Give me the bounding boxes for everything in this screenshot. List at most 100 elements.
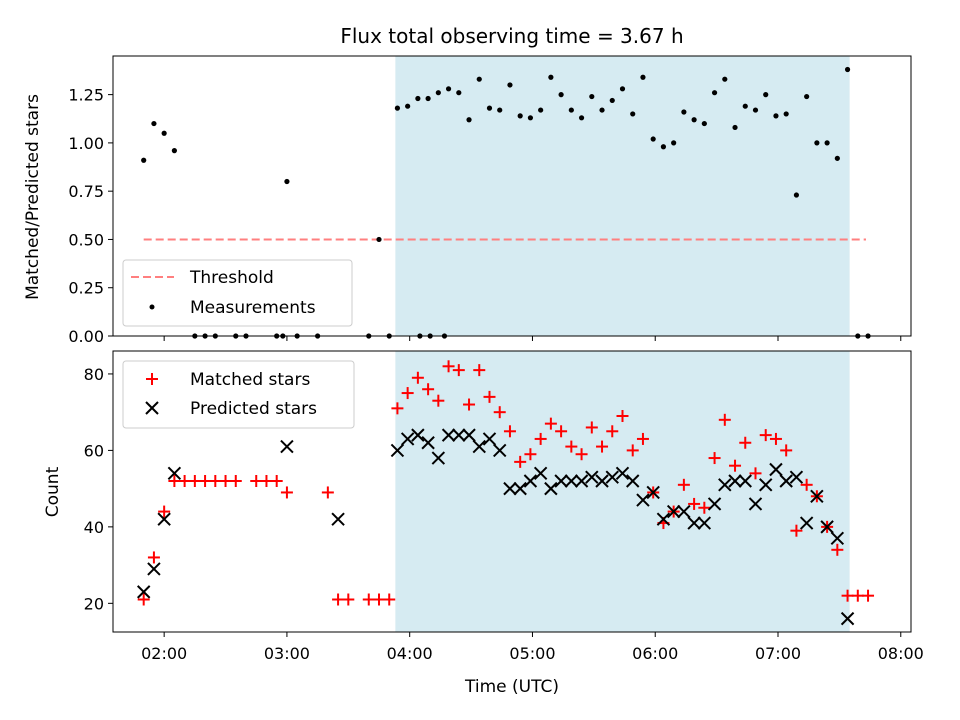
matched-star-point	[698, 501, 711, 514]
predicted-star-point	[544, 481, 558, 496]
matched-star-point	[708, 452, 721, 465]
measurement-point	[486, 105, 493, 111]
predicted-star-point	[167, 466, 182, 481]
measurement-point	[376, 236, 382, 243]
predicted-star-point	[666, 504, 681, 519]
predicted-star-point	[636, 493, 650, 507]
measurement-point	[466, 117, 472, 123]
bottom-y-ticks: 20 40 60 80	[84, 365, 113, 613]
predicted-star-point	[431, 451, 446, 465]
top-y-tick-label: 0.50	[68, 230, 104, 249]
x-axis-label: Time (UTC)	[464, 677, 559, 697]
x-tick-label: 02:00	[141, 644, 187, 663]
predicted-legend-marker	[145, 401, 159, 415]
bottom-y-tick-label: 20	[84, 594, 104, 613]
measurement-point	[671, 140, 677, 146]
measurement-point	[599, 107, 605, 113]
bottom-y-tick-label: 80	[84, 365, 104, 384]
measurement-point	[752, 107, 759, 113]
matched-star-point	[514, 455, 527, 468]
measurement-point	[681, 109, 687, 115]
matched-star-point	[391, 402, 404, 415]
threshold-legend-label: Threshold	[189, 268, 274, 288]
matched-star-point	[158, 505, 171, 518]
matched-star-point	[534, 432, 547, 445]
measurement-point	[171, 148, 177, 154]
measurement-point	[650, 136, 656, 142]
top-y-axis-label: Matched/Predicted stars	[23, 94, 43, 300]
matched-star-point	[841, 589, 854, 602]
matched-star-point	[636, 432, 649, 445]
measurement-point	[640, 74, 646, 80]
measurement-point	[568, 107, 574, 113]
measurement-point	[783, 111, 789, 117]
predicted-star-point	[482, 432, 497, 446]
matched-star-point	[270, 474, 283, 487]
predicted-star-point	[728, 474, 742, 488]
matched-star-point	[260, 474, 273, 487]
measurement-point	[609, 97, 615, 104]
matched-star-point	[483, 390, 496, 403]
matched-star-point	[280, 486, 293, 499]
predicted-star-point	[400, 432, 415, 446]
measurement-point	[497, 107, 503, 113]
matched-star-point	[565, 440, 578, 453]
x-tick-label: 07:00	[755, 644, 801, 663]
matched-legend-label: Matched stars	[190, 370, 310, 390]
x-tick-label: 05:00	[509, 644, 555, 663]
matched-star-point	[862, 589, 875, 602]
matched-star-point	[147, 551, 160, 564]
matched-star-point	[219, 474, 232, 487]
top-y-tick-label: 0.00	[68, 327, 104, 346]
matched-star-point	[759, 429, 772, 442]
matched-star-point	[473, 364, 486, 377]
measurement-point	[722, 76, 728, 82]
matched-star-point	[342, 593, 355, 606]
measurement-point	[445, 86, 452, 92]
top-y-tick-label: 1.25	[68, 86, 104, 105]
predicted-star-point	[564, 474, 579, 488]
matched-star-point	[524, 448, 537, 461]
bottom-legend-box	[122, 360, 355, 429]
predicted-star-point	[331, 512, 345, 526]
measurement-point	[814, 140, 820, 146]
predicted-star-point	[615, 466, 630, 481]
measurement-point	[824, 140, 830, 146]
matched-star-point	[677, 478, 690, 491]
measurement-point	[538, 107, 544, 113]
x-tick-label: 06:00	[632, 644, 678, 663]
predicted-star-point	[280, 439, 294, 454]
measurements-legend-label: Measurements	[190, 298, 316, 318]
bottom-panel-shaded-region	[395, 351, 850, 632]
measurement-point	[844, 66, 851, 73]
predicted-star-point	[421, 436, 435, 450]
predicted-star-point	[523, 474, 538, 488]
matched-star-point	[411, 371, 424, 384]
predicted-legend-label: Predicted stars	[190, 399, 317, 419]
measurement-point	[517, 113, 523, 119]
measurement-point	[435, 90, 441, 96]
measurement-point	[558, 92, 564, 98]
bottom-legend: Matched stars Predicted stars	[122, 360, 355, 429]
matched-star-point	[769, 432, 782, 445]
top-y-tick-label: 0.75	[68, 182, 104, 201]
measurement-point	[284, 178, 290, 185]
matched-star-point	[831, 543, 844, 556]
x-tick-label: 08:00	[878, 644, 924, 663]
top-panel: 0.00 0.25 0.50 0.75 1.00 1.25 Matched/Predict…	[23, 55, 912, 346]
predicted-star-point	[646, 485, 660, 500]
measurement-point	[405, 103, 411, 109]
measurement-point	[394, 105, 401, 111]
predicted-star-point	[820, 520, 834, 534]
count-points-layer	[136, 360, 875, 626]
measurement-point	[425, 95, 431, 102]
predicted-star-point	[411, 428, 425, 442]
measurement-point	[793, 192, 800, 198]
top-panel-frame	[112, 55, 912, 337]
measurement-point	[141, 157, 147, 163]
matched-star-point	[688, 497, 701, 510]
predicted-star-point	[810, 489, 824, 503]
predicted-star-point	[533, 466, 548, 481]
